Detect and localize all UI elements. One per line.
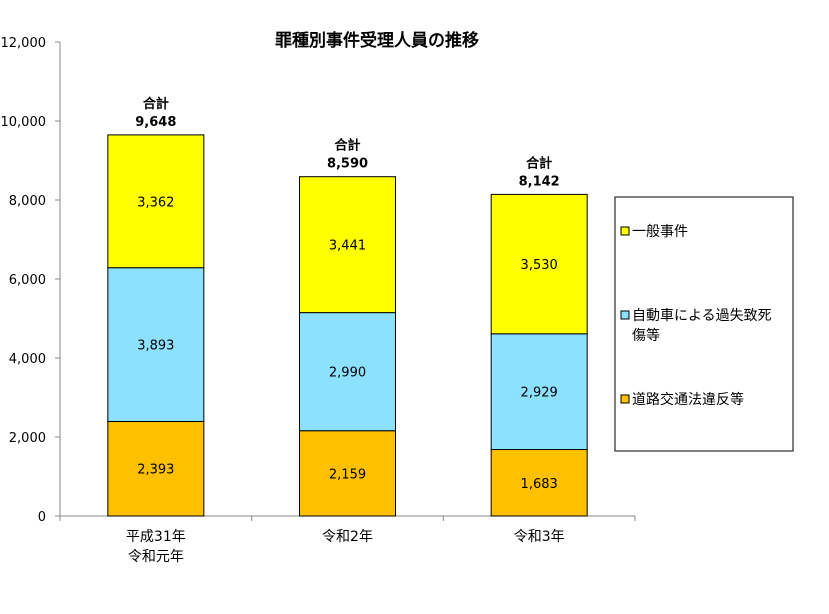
data-label: 2,393 <box>137 463 174 478</box>
bar-segment <box>299 312 396 432</box>
total-caption: 合計 <box>526 155 552 171</box>
data-label: 3,893 <box>137 339 174 354</box>
data-label: 2,990 <box>329 366 366 381</box>
chart-title: 罪種別事件受理人員の推移 <box>275 30 479 51</box>
x-tick-label: 令和2年 <box>322 529 373 545</box>
bar-segment <box>490 333 588 451</box>
total-caption: 合計 <box>334 138 360 154</box>
total-label: 8,590 <box>327 157 368 172</box>
data-label: 3,441 <box>329 239 366 254</box>
y-tick-label: 0 <box>38 510 46 525</box>
legend-label: 一般事件 <box>632 224 688 240</box>
data-label: 1,683 <box>521 477 558 492</box>
data-label: 2,929 <box>521 386 558 401</box>
legend-swatch <box>620 394 630 404</box>
bars: 2,393 3,893 3,362 合計 9,648 2,159 2,990 3,441 合計 8… <box>107 96 588 517</box>
bar-segment <box>107 420 205 517</box>
x-tick-label: 平成31年 <box>126 529 186 545</box>
total-caption: 合計 <box>143 96 169 112</box>
legend-swatch <box>620 310 630 320</box>
bar-segment <box>490 193 588 335</box>
data-label: 3,530 <box>521 258 558 273</box>
x-tick-label: 令和3年 <box>514 529 565 545</box>
y-tick-label: 12,000 <box>1 36 47 51</box>
bar-segment <box>107 134 205 269</box>
legend-swatch <box>620 226 630 236</box>
y-tick-label: 10,000 <box>1 115 47 130</box>
total-label: 8,142 <box>519 174 560 189</box>
y-tick-label: 4,000 <box>9 352 46 367</box>
x-tick-label: 令和元年 <box>128 549 184 565</box>
bar-segment <box>107 267 205 422</box>
total-label: 9,648 <box>135 115 176 130</box>
legend-label: 自動車による過失致死傷等 <box>632 307 772 344</box>
axes: 02,0004,0006,0008,00010,00012,000平成31年令和… <box>1 36 636 565</box>
y-tick-label: 8,000 <box>9 194 46 209</box>
legend-label: 道路交通法違反等 <box>632 391 744 408</box>
bar-segment <box>490 449 588 517</box>
bar-segment <box>299 176 396 314</box>
y-tick-label: 2,000 <box>9 431 46 446</box>
y-tick-label: 6,000 <box>9 273 46 288</box>
data-label: 3,362 <box>137 195 174 210</box>
data-label: 2,159 <box>329 467 366 482</box>
legend-box <box>614 196 794 452</box>
